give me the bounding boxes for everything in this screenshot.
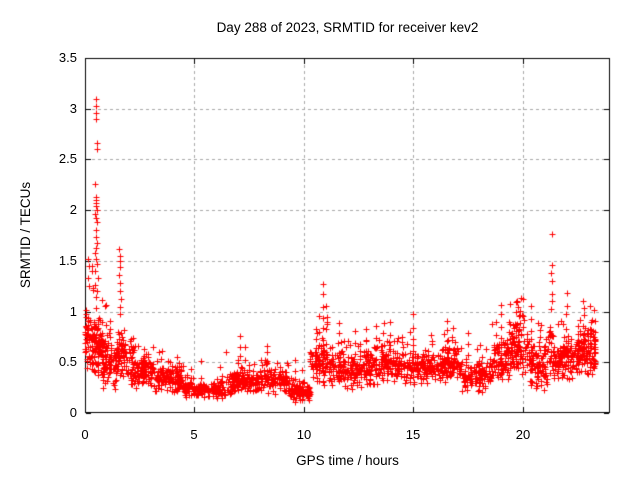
y-tick-label: 3 <box>69 101 77 116</box>
y-tick-label: 2.5 <box>58 151 77 166</box>
x-tick-label: 20 <box>515 427 531 442</box>
x-tick-label: 15 <box>405 427 421 442</box>
y-tick-label: 0 <box>69 405 77 420</box>
y-tick-label: 1.5 <box>58 253 77 268</box>
chart-title: Day 288 of 2023, SRMTID for receiver kev… <box>216 20 479 35</box>
y-tick-label: 1 <box>69 304 77 319</box>
y-tick-label: 2 <box>69 202 77 217</box>
x-tick-label: 5 <box>190 427 198 442</box>
y-tick-label: 3.5 <box>58 50 77 65</box>
x-tick-label: 10 <box>296 427 312 442</box>
x-axis-label: GPS time / hours <box>296 453 399 468</box>
y-tick-label: 0.5 <box>58 354 77 369</box>
x-tick-label: 0 <box>81 427 89 442</box>
